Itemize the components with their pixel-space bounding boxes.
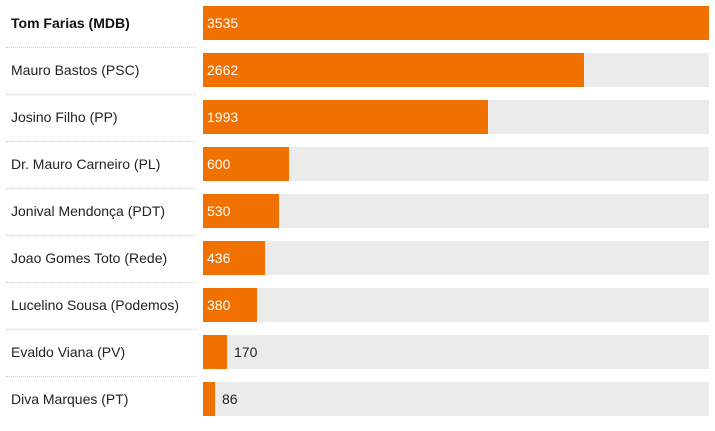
row-divider	[6, 329, 196, 330]
chart-row: Lucelino Sousa (Podemos) 380	[0, 282, 715, 329]
chart-row: Josino Filho (PP) 1993	[0, 94, 715, 141]
bar	[203, 241, 265, 275]
category-label: Jonival Mendonça (PDT)	[11, 203, 166, 219]
row-divider	[6, 235, 196, 236]
bar-track	[203, 241, 709, 275]
bar	[203, 194, 279, 228]
category-label: Joao Gomes Toto (Rede)	[11, 250, 168, 266]
category-label: Josino Filho (PP)	[11, 109, 118, 125]
category-label: Tom Farias (MDB)	[11, 15, 130, 31]
value-label: 1993	[207, 109, 239, 125]
row-divider	[6, 141, 196, 142]
row-divider	[6, 47, 196, 48]
value-label: 2662	[207, 62, 239, 78]
chart-row: Diva Marques (PT) 86	[0, 376, 715, 423]
value-label: 170	[234, 344, 258, 360]
bar	[203, 147, 289, 181]
category-label: Diva Marques (PT)	[11, 391, 129, 407]
bar	[203, 335, 227, 369]
value-label: 3535	[207, 15, 239, 31]
category-label: Evaldo Viana (PV)	[11, 344, 126, 360]
bar-track	[203, 288, 709, 322]
category-label: Lucelino Sousa (Podemos)	[11, 297, 180, 313]
chart-row: Tom Farias (MDB) 3535	[0, 0, 715, 47]
bar-track	[203, 382, 709, 416]
chart-row: Jonival Mendonça (PDT) 530	[0, 188, 715, 235]
bar	[203, 382, 215, 416]
row-divider	[6, 376, 196, 377]
bar	[203, 6, 709, 40]
chart-row: Evaldo Viana (PV) 170	[0, 329, 715, 376]
row-divider	[6, 188, 196, 189]
bar	[203, 288, 257, 322]
category-label: Mauro Bastos (PSC)	[11, 62, 140, 78]
value-label: 436	[207, 250, 231, 266]
row-divider	[6, 94, 196, 95]
value-label: 530	[207, 203, 231, 219]
category-label: Dr. Mauro Carneiro (PL)	[11, 156, 161, 172]
value-label: 600	[207, 156, 231, 172]
bar-track	[203, 194, 709, 228]
chart-row: Dr. Mauro Carneiro (PL) 600	[0, 141, 715, 188]
value-label: 86	[222, 391, 238, 407]
chart-row: Mauro Bastos (PSC) 2662	[0, 47, 715, 94]
bar-track	[203, 335, 709, 369]
chart-row: Joao Gomes Toto (Rede) 436	[0, 235, 715, 282]
row-divider	[6, 282, 196, 283]
bar	[203, 100, 488, 134]
bar	[203, 53, 584, 87]
value-label: 380	[207, 297, 231, 313]
